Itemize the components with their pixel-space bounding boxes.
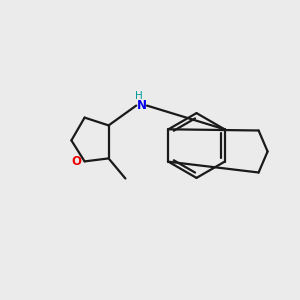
Text: O: O — [71, 155, 81, 168]
Text: N: N — [136, 99, 147, 112]
Text: H: H — [135, 91, 143, 101]
